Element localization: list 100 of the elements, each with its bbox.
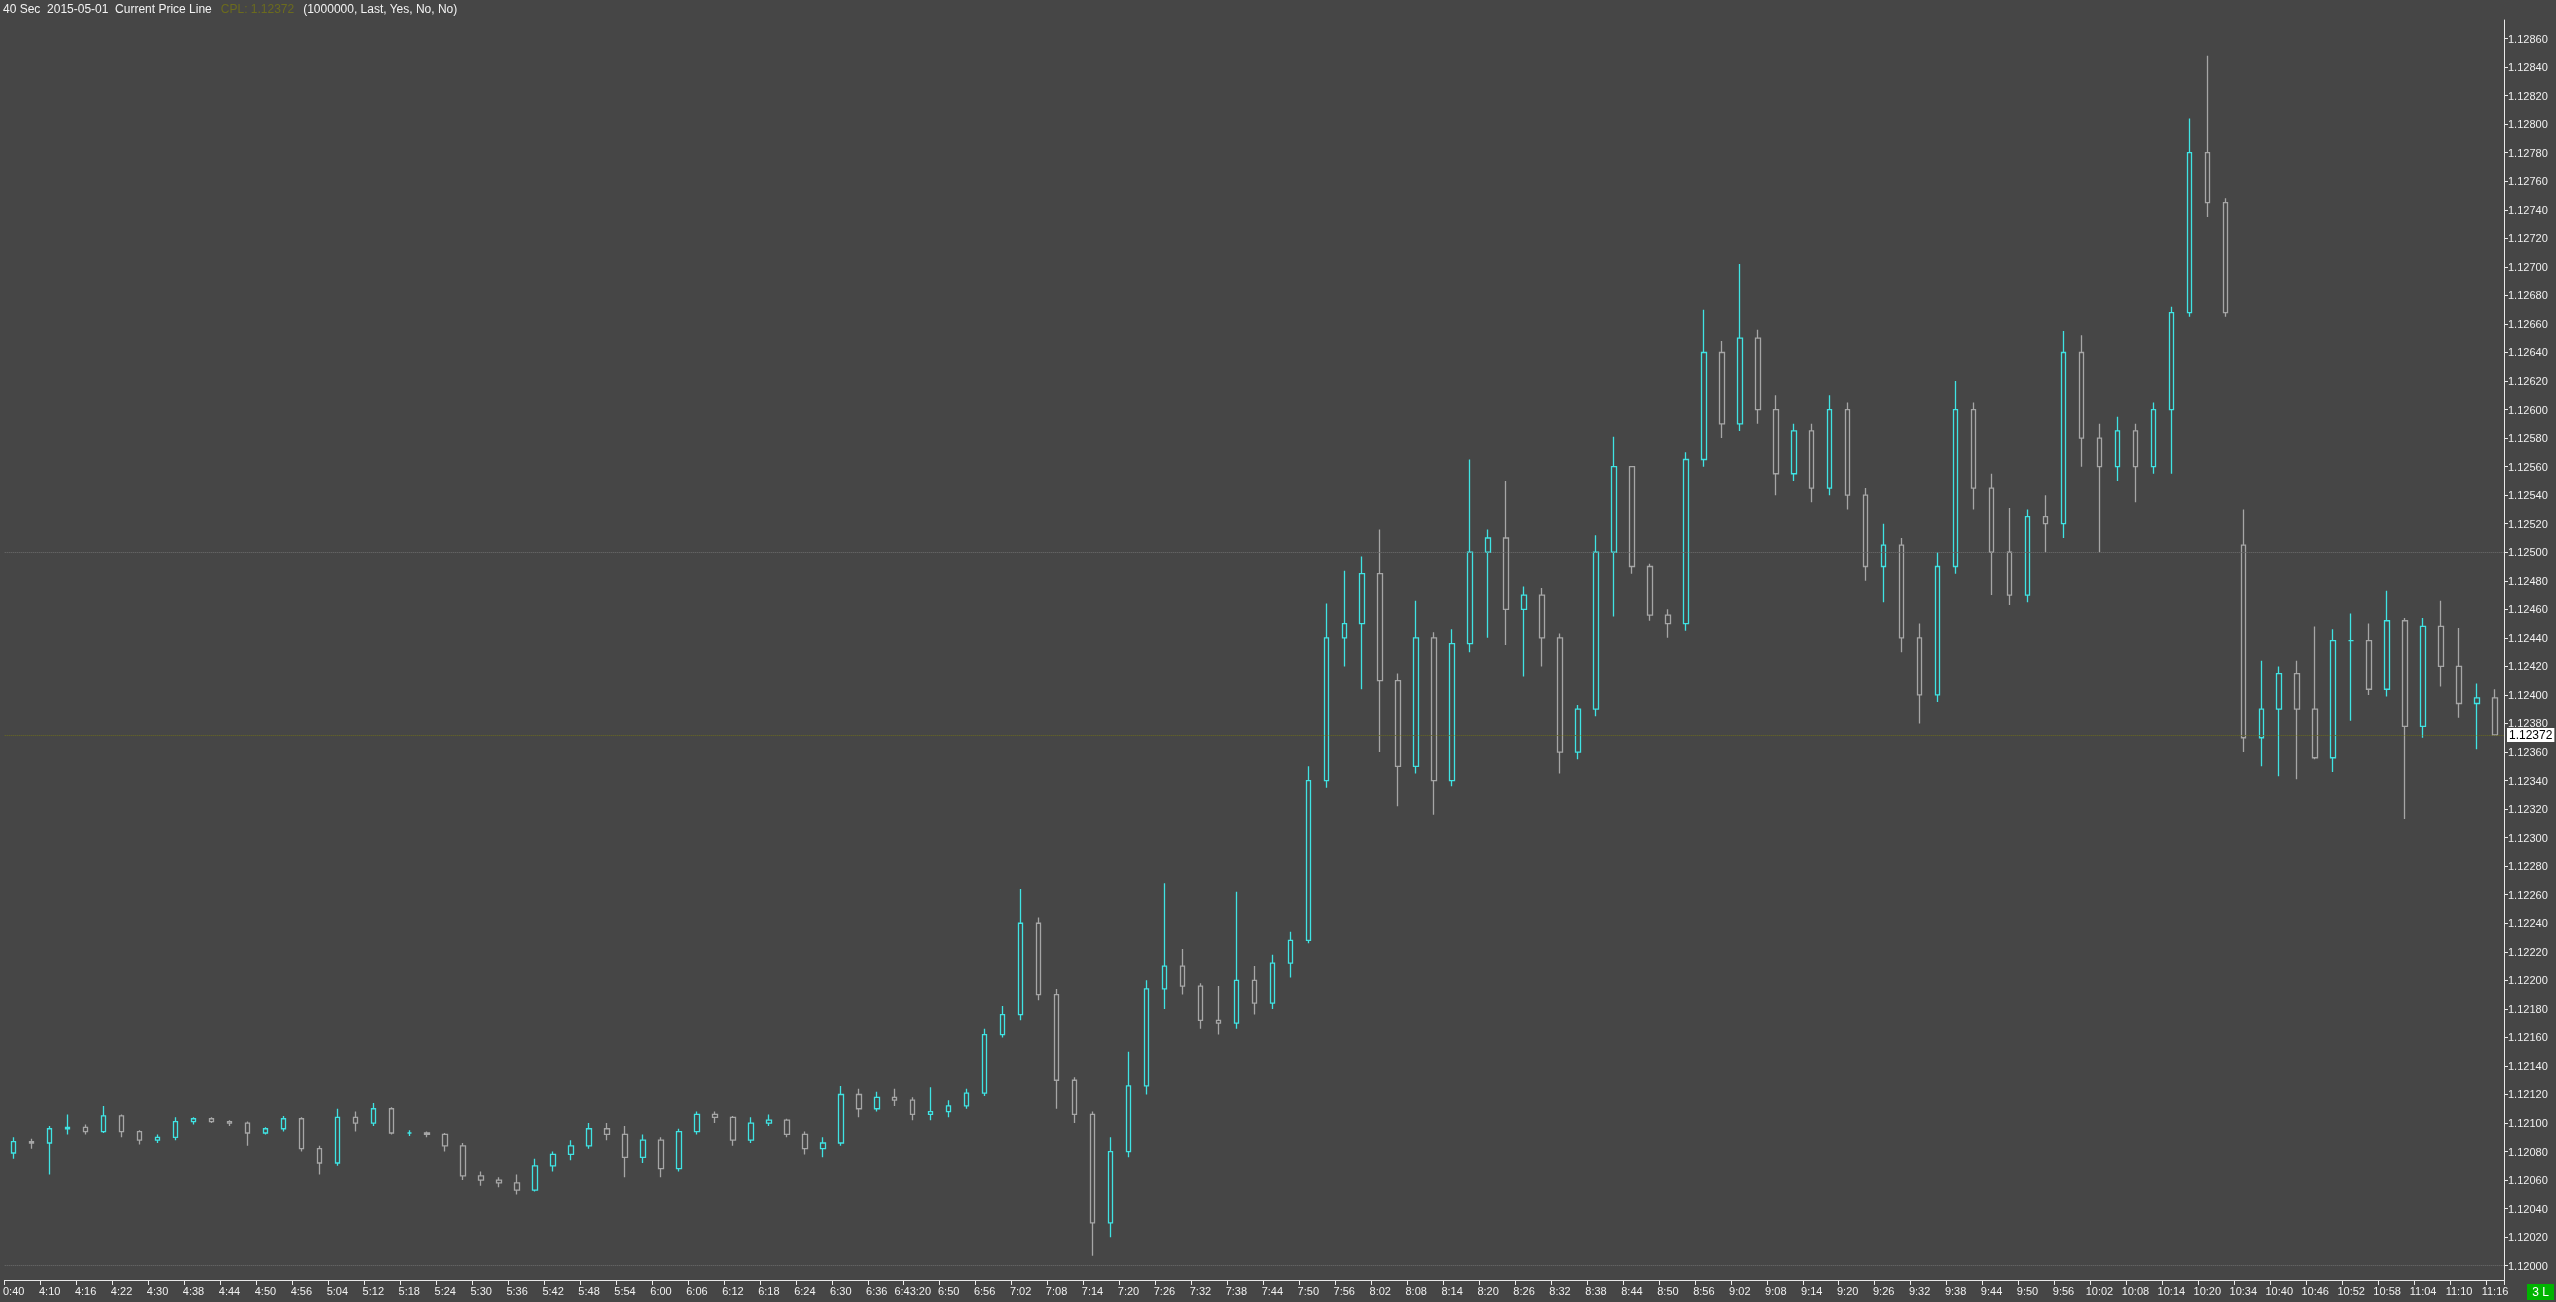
candlestick <box>298 1116 305 1153</box>
candlestick <box>765 1113 773 1127</box>
candlestick <box>2186 117 2193 318</box>
x-tick-label: 9:14 <box>1801 1284 1823 1297</box>
x-tick-label: 8:44 <box>1621 1284 1643 1297</box>
x-tick-label: 7:14 <box>1081 1284 1104 1297</box>
candlestick <box>1269 954 1276 1010</box>
x-tick-label: 5:18 <box>398 1284 420 1297</box>
y-tick-label: 1.12100 <box>2508 1117 2548 1130</box>
x-tick-label: 4:38 <box>182 1284 205 1297</box>
x-tick-label: 6:12 <box>722 1284 744 1297</box>
candlestick <box>226 1119 233 1127</box>
x-tick-label: 8:50 <box>1657 1284 1679 1297</box>
candlestick <box>549 1150 557 1173</box>
candlestick <box>711 1110 719 1124</box>
candlestick <box>2347 612 2355 722</box>
candlestick <box>1628 465 1636 575</box>
candlestick <box>1754 329 1762 425</box>
candlestick <box>1484 528 1492 639</box>
candlestick <box>1790 423 1798 482</box>
y-tick-label: 1.12280 <box>2508 860 2548 873</box>
candlestick <box>1466 458 1474 653</box>
candlestick <box>2060 330 2067 539</box>
candlestick <box>190 1116 197 1126</box>
x-tick-label: 9:50 <box>2016 1284 2039 1297</box>
candlestick <box>891 1088 898 1107</box>
y-tick-label: 1.12680 <box>2508 289 2548 302</box>
y-tick-label: 1.12820 <box>2508 89 2548 102</box>
y-tick-label: 1.12500 <box>2508 546 2548 559</box>
candlestick <box>495 1176 503 1188</box>
candlestick <box>747 1116 755 1144</box>
candlestick <box>1988 473 1995 596</box>
y-tick-label: 1.12120 <box>2508 1088 2548 1101</box>
candlestick <box>1916 622 1923 725</box>
candlestick <box>1125 1051 1132 1158</box>
x-tick-label: 9:02 <box>1729 1284 1751 1297</box>
candlestick <box>999 1005 1006 1039</box>
candlestick <box>2078 334 2085 468</box>
candlestick <box>441 1132 449 1153</box>
x-tick-label: 11:16 <box>2481 1284 2509 1297</box>
candlestick <box>316 1145 323 1176</box>
x-tick-label: 7:26 <box>1153 1284 1176 1297</box>
y-tick-label: 1.12860 <box>2508 32 2548 45</box>
candlestick <box>567 1139 575 1161</box>
x-tick-label: 9:56 <box>2052 1284 2075 1297</box>
x-tick-label: 9:26 <box>1872 1284 1895 1297</box>
candlestick <box>1826 394 1833 496</box>
x-tick-label: 8:32 <box>1549 1284 1571 1297</box>
candlestick <box>388 1106 395 1136</box>
x-tick-label: 7:02 <box>1009 1284 1032 1297</box>
x-tick-label: 7:08 <box>1045 1284 1068 1297</box>
y-tick-label: 1.12300 <box>2508 831 2548 844</box>
y-tick-label: 1.12620 <box>2508 375 2548 388</box>
x-tick-label: 7:20 <box>1117 1284 1140 1297</box>
y-tick-label: 1.12740 <box>2508 203 2548 216</box>
candlestick <box>28 1138 35 1150</box>
y-tick-label: 1.12480 <box>2508 574 2548 587</box>
candlestick <box>1574 704 1582 760</box>
x-tick-label: 11:04 <box>2409 1284 2437 1297</box>
candlestick <box>1682 451 1690 632</box>
candlestick <box>1556 632 1564 775</box>
y-tick-label: 1.12520 <box>2508 517 2548 530</box>
candlestick <box>459 1142 467 1181</box>
y-tick-label: 1.12660 <box>2508 317 2548 330</box>
candlestick <box>118 1113 125 1138</box>
candlestick <box>172 1116 179 1141</box>
candlestick <box>2240 508 2247 753</box>
candlestick <box>1341 570 1348 668</box>
x-tick-label: 6:43:20 <box>894 1284 932 1297</box>
candlestick <box>1305 765 1312 944</box>
x-tick-label: 5:04 <box>326 1284 349 1297</box>
y-tick-label: 1.12640 <box>2508 346 2548 359</box>
candlestick <box>909 1096 916 1121</box>
candlestick <box>801 1130 809 1156</box>
candlestick <box>693 1110 701 1136</box>
y-tick-label: 1.12440 <box>2508 631 2548 644</box>
candlestick <box>2006 507 2013 606</box>
x-tick-label: 4:30 <box>146 1284 169 1297</box>
y-tick-label: 1.12020 <box>2508 1231 2548 1244</box>
candlestick <box>208 1116 215 1124</box>
candlestick <box>945 1099 952 1118</box>
x-tick-label: 8:14 <box>1441 1284 1463 1297</box>
candlestick <box>280 1115 287 1133</box>
candlestick <box>2150 401 2157 475</box>
y-tick-label: 1.12460 <box>2508 603 2548 616</box>
x-tick-label: 6:18 <box>758 1284 780 1297</box>
x-tick-label: 5:30 <box>470 1284 492 1297</box>
x-tick-label: 9:38 <box>1944 1284 1967 1297</box>
x-tick-label: 6:00 <box>650 1284 672 1297</box>
y-tick-label: 1.12400 <box>2508 688 2548 701</box>
candlestick <box>819 1136 827 1158</box>
x-tick-label: 10:20 <box>2193 1284 2222 1297</box>
y-tick-label: 1.12780 <box>2508 146 2548 159</box>
y-tick-label: 1.12760 <box>2508 175 2548 188</box>
candlestick <box>1646 563 1654 622</box>
x-tick-label: 8:38 <box>1585 1284 1607 1297</box>
x-tick-label: 7:44 <box>1261 1284 1284 1297</box>
candlestick <box>2024 508 2031 603</box>
y-tick-label: 1.12800 <box>2508 118 2548 131</box>
y-tick-label: 1.12040 <box>2508 1202 2548 1215</box>
